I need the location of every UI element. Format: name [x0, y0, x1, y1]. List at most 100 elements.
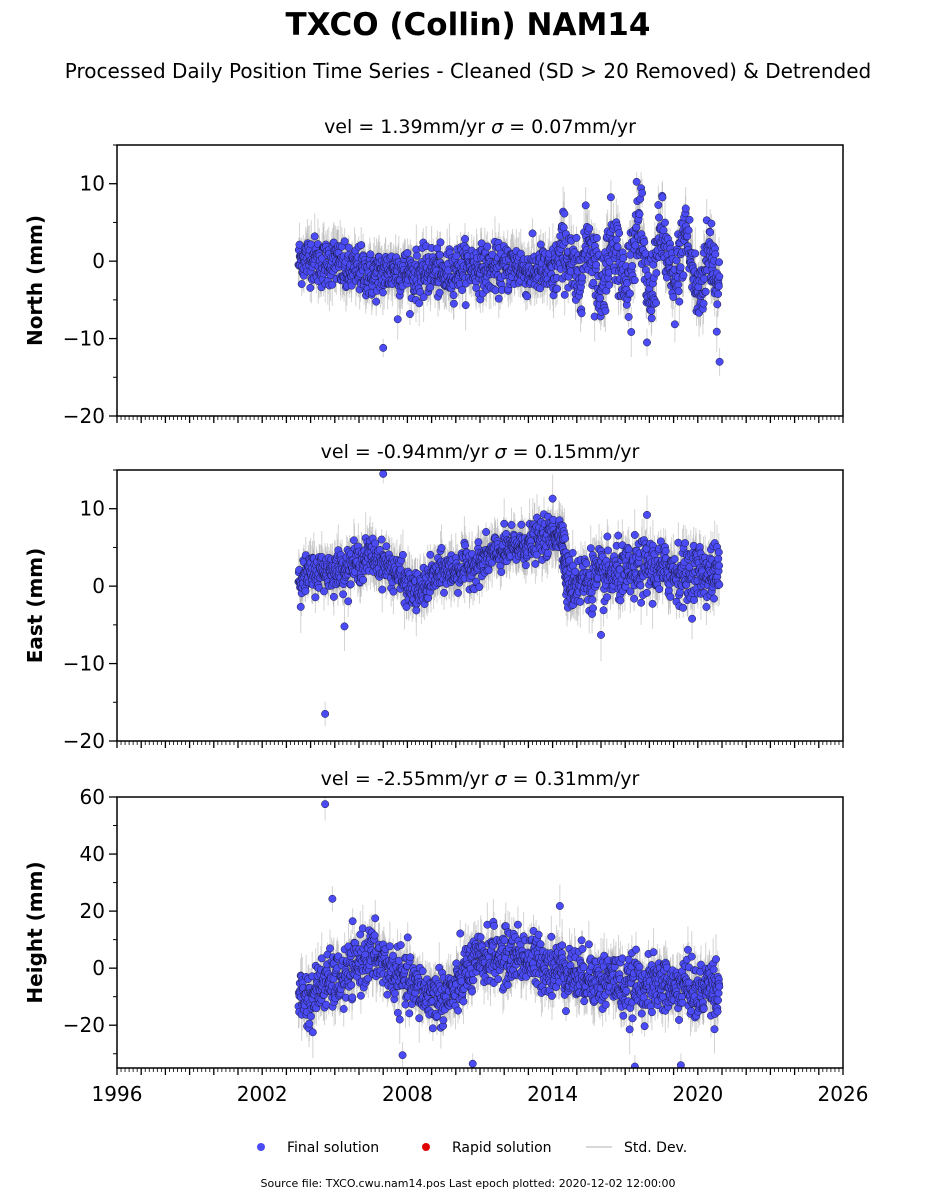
data-point — [715, 258, 724, 267]
data-point — [572, 233, 581, 242]
data-point — [297, 280, 306, 288]
data-point — [372, 297, 381, 306]
data-point — [461, 234, 469, 243]
data-point — [440, 588, 448, 597]
data-point — [560, 290, 569, 299]
data-point — [310, 232, 319, 241]
final-solution-points — [294, 470, 724, 718]
y-tick-label: 0 — [92, 249, 105, 273]
data-point — [371, 539, 380, 548]
data-point — [461, 541, 469, 550]
data-point — [484, 566, 493, 575]
data-point — [669, 293, 678, 301]
data-point — [415, 299, 424, 308]
data-point — [296, 602, 305, 611]
data-point — [301, 587, 310, 595]
data-point — [346, 580, 355, 589]
data-point — [670, 320, 679, 329]
data-point — [436, 238, 445, 247]
data-point — [366, 250, 375, 259]
data-point — [707, 219, 716, 228]
data-point — [328, 280, 337, 289]
data-point — [630, 276, 639, 285]
data-point — [659, 226, 668, 235]
data-point — [628, 262, 637, 270]
data-point — [592, 234, 601, 242]
data-point — [483, 242, 492, 251]
data-point — [605, 280, 614, 289]
y-tick-label: −20 — [63, 404, 105, 428]
data-point — [419, 293, 428, 302]
data-point — [413, 251, 421, 260]
data-point — [606, 193, 615, 202]
data-point — [714, 290, 723, 298]
data-point — [619, 254, 628, 263]
data-point — [437, 544, 446, 552]
data-point — [426, 550, 435, 559]
data-point — [458, 286, 467, 294]
data-point — [711, 250, 720, 259]
data-point — [714, 282, 723, 291]
data-point — [592, 260, 601, 269]
data-point — [699, 299, 708, 308]
data-point — [676, 263, 685, 272]
data-point — [684, 226, 693, 235]
data-point — [652, 298, 661, 307]
data-point — [647, 306, 656, 315]
data-point — [454, 588, 462, 597]
figure-subtitle: Processed Daily Position Time Series - C… — [65, 59, 871, 83]
data-point — [613, 242, 622, 251]
data-point — [596, 294, 604, 303]
std-dev-bars — [298, 470, 720, 727]
data-point — [638, 189, 647, 197]
data-point — [654, 201, 663, 209]
data-point — [712, 327, 721, 336]
data-point — [631, 241, 640, 250]
data-point — [715, 357, 724, 366]
data-point — [461, 301, 470, 310]
data-point — [295, 240, 304, 249]
data-point — [647, 314, 656, 323]
data-point — [357, 241, 366, 250]
data-point — [632, 177, 641, 186]
data-point — [403, 248, 412, 257]
data-point — [494, 294, 503, 303]
y-tick-label: −10 — [63, 327, 105, 351]
data-point — [635, 210, 644, 219]
data-point — [435, 250, 444, 259]
y-axis-label: East (mm) — [23, 548, 47, 664]
data-point — [340, 237, 349, 246]
data-point — [560, 209, 569, 218]
data-point — [377, 535, 386, 544]
data-point — [500, 519, 509, 528]
data-point — [655, 213, 663, 222]
data-point — [523, 292, 532, 301]
data-point — [482, 528, 490, 536]
data-point — [615, 229, 624, 238]
data-point — [339, 590, 348, 599]
y-axis-label: North (mm) — [23, 215, 47, 346]
data-point — [643, 338, 651, 347]
data-point — [474, 538, 483, 547]
data-point — [715, 272, 724, 281]
data-point — [320, 587, 328, 596]
data-point — [674, 287, 683, 296]
data-point — [398, 550, 407, 559]
subplot-title: vel = -0.94mm/yr σ = 0.15mm/yr — [321, 441, 640, 463]
data-point — [378, 288, 387, 297]
data-point — [311, 593, 320, 602]
data-point — [640, 238, 649, 246]
data-point — [382, 542, 391, 551]
data-point — [359, 575, 368, 584]
data-point — [681, 204, 690, 213]
data-point — [536, 284, 545, 293]
data-point — [521, 561, 530, 570]
data-point — [344, 597, 353, 606]
data-point — [627, 328, 636, 336]
data-point — [626, 289, 634, 298]
data-point — [449, 291, 458, 300]
data-point — [624, 312, 633, 321]
data-point — [713, 300, 722, 309]
